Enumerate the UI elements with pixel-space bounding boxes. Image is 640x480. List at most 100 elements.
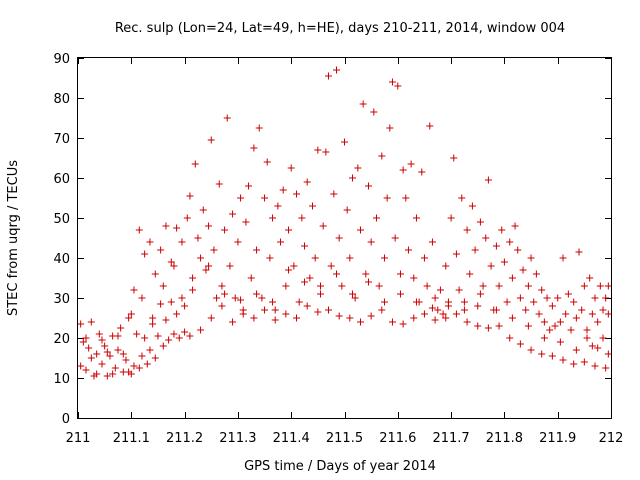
data-point	[428, 304, 436, 312]
y-axis-label: STEC from uqrg / TECUs	[6, 160, 21, 316]
data-point	[572, 314, 580, 322]
data-point	[356, 226, 364, 234]
data-point	[463, 318, 471, 326]
data-point	[460, 306, 468, 314]
data-point	[287, 164, 295, 172]
data-point	[189, 274, 197, 282]
data-point	[250, 314, 258, 322]
plot-frame	[77, 57, 612, 419]
data-point	[151, 354, 159, 362]
data-point	[498, 226, 506, 234]
data-point	[146, 238, 154, 246]
x-tick-label: 211.6	[379, 431, 416, 446]
data-point	[114, 332, 122, 340]
data-point	[548, 302, 556, 310]
data-point	[210, 246, 218, 254]
data-point	[439, 310, 447, 318]
data-point	[367, 238, 375, 246]
x-tick-label: 211.1	[113, 431, 150, 446]
data-point	[250, 144, 258, 152]
data-point	[508, 274, 516, 282]
data-point	[77, 362, 85, 370]
data-point	[396, 270, 404, 278]
data-point	[426, 122, 434, 130]
data-point	[330, 190, 338, 198]
data-point	[119, 350, 127, 358]
data-point	[327, 262, 335, 270]
y-tick-label: 70	[53, 132, 70, 147]
data-point	[207, 136, 215, 144]
data-point	[538, 350, 546, 358]
data-point	[239, 310, 247, 318]
y-tick-label: 10	[53, 372, 70, 387]
data-point	[586, 274, 594, 282]
y-tick-label: 40	[53, 252, 70, 267]
data-point	[580, 282, 588, 290]
data-point	[282, 282, 290, 290]
data-point	[362, 270, 370, 278]
data-point	[167, 298, 175, 306]
data-point	[301, 242, 309, 250]
data-point	[604, 310, 612, 318]
data-point	[484, 176, 492, 184]
data-point	[106, 352, 114, 360]
data-point	[223, 114, 231, 122]
data-point	[186, 332, 194, 340]
data-point	[388, 78, 396, 86]
data-point	[380, 254, 388, 262]
data-point	[370, 108, 378, 116]
data-point	[356, 318, 364, 326]
data-point	[167, 258, 175, 266]
data-point	[285, 266, 293, 274]
data-point	[261, 306, 269, 314]
chart-title: Rec. sulp (Lon=24, Lat=49, h=HE), days 2…	[115, 21, 565, 36]
data-point	[431, 294, 439, 302]
data-point	[604, 282, 612, 290]
data-point	[452, 310, 460, 318]
data-point	[242, 218, 250, 226]
data-point	[388, 318, 396, 326]
data-point	[269, 214, 277, 222]
data-point	[591, 362, 599, 370]
data-point	[293, 190, 301, 198]
data-point	[399, 166, 407, 174]
data-point	[508, 314, 516, 322]
data-point	[135, 364, 143, 372]
data-point	[173, 310, 181, 318]
data-point	[125, 314, 133, 322]
data-point	[354, 164, 362, 172]
data-point	[309, 202, 317, 210]
data-point	[255, 124, 263, 132]
data-point	[229, 210, 237, 218]
axis-tick-labels: 211 211.1 211.2 211.3 211.4 211.5 211.6 211.7 21…	[53, 52, 623, 446]
data-point	[117, 324, 125, 332]
data-point	[543, 294, 551, 302]
data-point	[471, 246, 479, 254]
data-point	[458, 194, 466, 202]
data-point	[506, 238, 514, 246]
data-point	[335, 234, 343, 242]
data-point	[269, 298, 277, 306]
data-point	[261, 194, 269, 202]
data-point	[114, 346, 122, 354]
data-point	[495, 282, 503, 290]
data-point	[79, 338, 87, 346]
data-point	[213, 294, 221, 302]
data-point	[391, 234, 399, 242]
x-tick-label: 211.4	[273, 431, 310, 446]
data-point	[207, 314, 215, 322]
data-point	[133, 330, 141, 338]
data-point	[359, 100, 367, 108]
data-point	[444, 302, 452, 310]
data-point	[333, 66, 341, 74]
data-point	[554, 294, 562, 302]
data-point	[556, 318, 564, 326]
data-point	[524, 322, 532, 330]
data-point	[218, 302, 226, 310]
data-point	[420, 254, 428, 262]
data-point	[348, 290, 356, 298]
data-point	[298, 214, 306, 222]
data-point	[159, 342, 167, 350]
data-point	[396, 290, 404, 298]
data-point	[199, 206, 207, 214]
